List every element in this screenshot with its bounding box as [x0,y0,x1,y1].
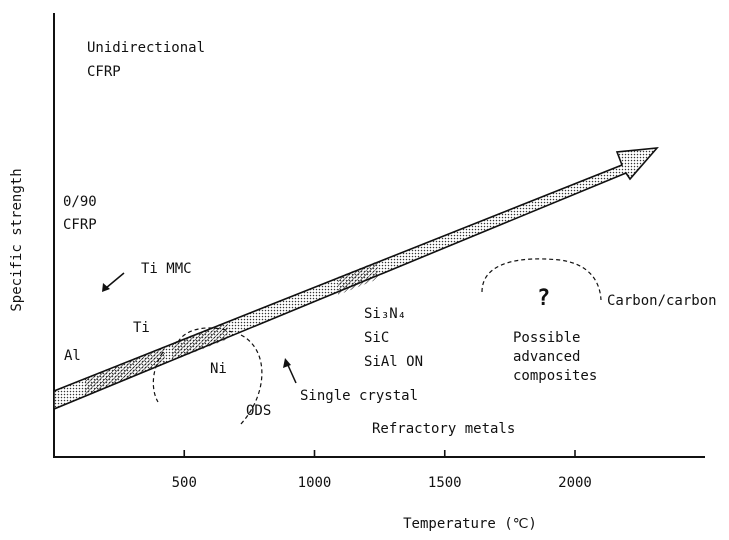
x-axis-label: Temperature (℃) [403,516,537,532]
carbon-carbon-label: Carbon/carbon [607,293,717,309]
ods-label: ODS [246,403,271,419]
hatch-al-ti-segment [85,346,165,396]
single-crystal-label: Single crystal [300,388,418,404]
composites-label: composites [513,368,597,384]
ni-label: Ni [210,361,227,377]
ods-boundary [239,334,263,426]
y-axis-label: Specific strength [9,168,25,311]
refractory-metals-label: Refractory metals [372,421,515,437]
ti-mmc-arrowhead [102,283,110,292]
cfrp-0-90-label: 0/90 [63,194,97,210]
hatch-ceramic-segment [338,261,378,295]
possible-label: Possible [513,330,580,346]
ni-left-boundary [152,351,164,403]
carbon-carbon-region-outline [481,258,602,301]
question-mark: ? [537,286,550,311]
x-tick-label: 1000 [298,475,332,491]
si3n4-label: Si₃N₄ [364,306,406,322]
al-label: Al [64,348,81,364]
ti-label: Ti [133,320,150,336]
ti-mmc-arrow [105,272,125,289]
x-tick-group: 500 1000 1500 2000 [172,450,592,491]
unidirectional-label: Unidirectional [87,40,205,56]
unidirectional-cfrp-label: CFRP [87,64,121,80]
cfrp-label: CFRP [63,217,97,233]
sialon-label: SiAl ON [364,354,423,370]
x-tick-label: 1500 [428,475,462,491]
x-tick-label: 2000 [558,475,592,491]
ti-mmc-label: Ti MMC [141,261,192,277]
sic-label: SiC [364,330,389,346]
single-crystal-arrow [286,362,297,384]
single-crystal-arrowhead [283,358,291,368]
x-tick-label: 500 [172,475,197,491]
hatch-ni-segment [172,321,228,361]
advanced-label: advanced [513,349,580,365]
